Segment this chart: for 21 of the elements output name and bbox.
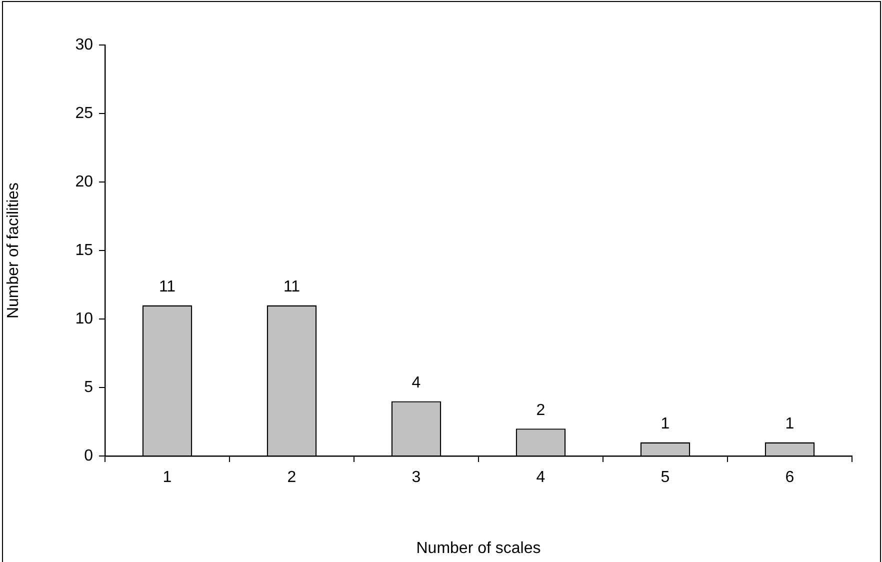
data-label: 11 [283, 278, 300, 296]
y-tick-label: 20 [75, 173, 94, 190]
y-tick-label: 15 [75, 242, 94, 259]
x-tick-label: 1 [162, 469, 172, 486]
x-tick-label: 6 [785, 469, 794, 486]
x-tick-label: 4 [536, 469, 546, 486]
x-tick-label: 3 [412, 469, 421, 486]
y-tick-label: 0 [84, 447, 94, 464]
data-label: 1 [785, 416, 794, 433]
data-label: 4 [412, 374, 421, 392]
y-axis-title: Number of facilities [5, 182, 22, 319]
x-tick-label: 2 [287, 469, 296, 486]
y-tick-label: 30 [75, 36, 94, 54]
data-label: 1 [660, 416, 670, 433]
x-tick-label: 5 [660, 469, 670, 486]
data-label: 11 [158, 278, 176, 296]
data-label: 2 [536, 402, 546, 420]
y-tick-label: 25 [75, 104, 94, 122]
x-axis-title: Number of scales [416, 540, 541, 557]
y-tick-label: 10 [75, 310, 94, 328]
y-tick-label: 5 [84, 378, 94, 396]
